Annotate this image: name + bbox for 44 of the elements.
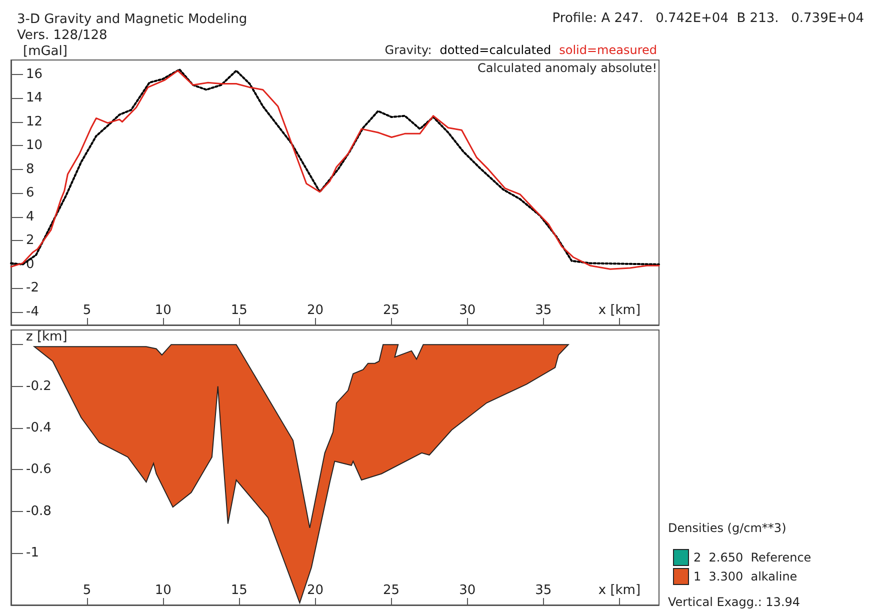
- y-tick-label: -0.4: [26, 420, 52, 436]
- y-tick-label: z [km]: [26, 330, 68, 345]
- annotation: Calculated anomaly absolute!: [478, 61, 658, 75]
- chart-title: 3-D Gravity and Magnetic Modeling: [17, 12, 248, 27]
- x-tick-label: 25: [383, 583, 400, 598]
- x-tick-label: 5: [82, 303, 92, 318]
- x-tick-label: 10: [154, 303, 172, 318]
- text: Vertical Exagg.: 13.94: [668, 595, 800, 609]
- legend-label: 1 3.300 alkaline: [694, 570, 798, 584]
- y-tick-label: -0.2: [26, 378, 52, 394]
- y-tick-label: -0.8: [26, 504, 52, 519]
- x-tick-label: 10: [154, 583, 172, 598]
- y-tick-label: -2: [26, 280, 39, 296]
- chart-subtitle: Vers. 128/128: [17, 28, 108, 43]
- x-tick-label: 35: [535, 583, 552, 598]
- y-tick-label: 2: [26, 233, 34, 248]
- y-tick-label: 14: [26, 90, 43, 106]
- y-tick-label: 10: [26, 138, 43, 154]
- x-tick-label: x [km]: [598, 583, 641, 598]
- text: Profile: A 247. 0.742E+04 B 213. 0.739E+04: [552, 11, 864, 26]
- y-tick-label: -1: [26, 545, 39, 560]
- y-tick-label: 16: [26, 66, 43, 82]
- x-tick-label: 30: [459, 303, 476, 318]
- x-tick-label: 30: [459, 583, 476, 598]
- text: dotted=calculated: [440, 43, 552, 57]
- y-tick-label: 8: [26, 162, 34, 177]
- x-tick-label: 20: [306, 583, 324, 598]
- x-tick-label: 25: [383, 303, 400, 318]
- x-tick-label: 15: [230, 303, 248, 318]
- text: solid=measured: [559, 43, 657, 57]
- y-tick-label: -0.6: [26, 462, 52, 478]
- y-tick-label: -4: [26, 304, 39, 320]
- legend-title: Densities (g/cm**3): [668, 521, 786, 535]
- legend-label: 2 2.650 Reference: [694, 550, 812, 564]
- y-tick-label: 4: [26, 209, 34, 224]
- x-tick-label: 15: [230, 583, 248, 598]
- y-tick-label: 6: [26, 186, 34, 201]
- y-axis-title: [mGal]: [23, 44, 68, 59]
- x-tick-label: 35: [535, 303, 552, 318]
- y-tick-label: 12: [26, 114, 43, 130]
- legend-title: Gravity:: [384, 43, 432, 57]
- x-tick-label: x [km]: [598, 303, 641, 318]
- x-tick-label: 5: [82, 583, 92, 598]
- x-tick-label: 20: [306, 303, 324, 318]
